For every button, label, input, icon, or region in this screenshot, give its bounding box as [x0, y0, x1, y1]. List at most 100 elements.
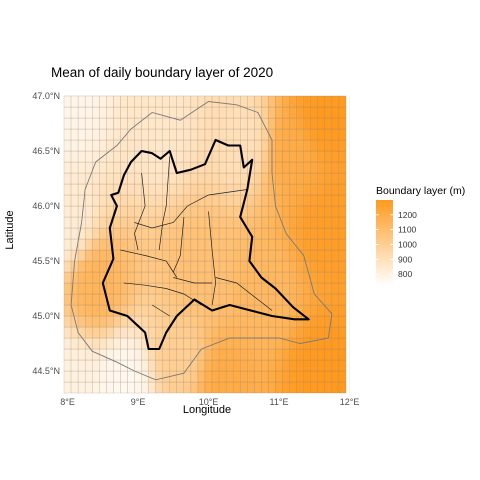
heatmap-cell	[338, 216, 347, 229]
heatmap-cell	[113, 370, 121, 383]
heatmap-cell	[92, 249, 100, 262]
heatmap-cell	[296, 205, 304, 218]
heatmap-cell	[275, 271, 283, 284]
heatmap-cell	[296, 139, 304, 152]
heatmap-cell	[183, 216, 192, 229]
heatmap-cell	[317, 260, 326, 273]
heatmap-cell	[84, 238, 93, 251]
heatmap-cell	[176, 370, 185, 383]
heatmap-cell	[176, 238, 185, 251]
heatmap-cell	[84, 194, 93, 207]
heatmap-cell	[77, 238, 86, 251]
heatmap-cell	[84, 95, 93, 108]
heatmap-cell	[127, 227, 135, 240]
heatmap-cell	[211, 194, 220, 207]
heatmap-cell	[282, 95, 290, 108]
heatmap-cell	[155, 271, 163, 284]
heatmap-cell	[225, 106, 234, 119]
heatmap-cell	[92, 304, 100, 317]
heatmap-cell	[324, 238, 333, 251]
heatmap-cell	[225, 172, 234, 185]
heatmap-cell	[261, 172, 269, 185]
heatmap-cell	[63, 205, 72, 218]
heatmap-cell	[310, 249, 318, 262]
heatmap-cell	[127, 293, 135, 306]
heatmap-cell	[84, 260, 93, 273]
heatmap-cell	[261, 183, 269, 196]
heatmap-cell	[268, 359, 276, 372]
heatmap-cell	[310, 370, 318, 383]
heatmap-cell	[134, 95, 142, 108]
heatmap-cell	[218, 348, 227, 361]
heatmap-cell	[84, 271, 93, 284]
heatmap-cell	[303, 106, 311, 119]
heatmap-cell	[141, 293, 149, 306]
heatmap-cell	[99, 183, 107, 196]
heatmap-cell	[218, 326, 227, 339]
x-tick-label: 11°E	[270, 397, 289, 407]
heatmap-cell	[141, 139, 149, 152]
heatmap-cell	[120, 150, 128, 163]
heatmap-cell	[247, 337, 255, 350]
heatmap-cell	[317, 172, 326, 185]
heatmap-cell	[148, 271, 156, 284]
heatmap-cell	[197, 238, 206, 251]
heatmap-cell	[77, 359, 86, 372]
heatmap-cell	[127, 205, 135, 218]
heatmap-cell	[84, 117, 93, 130]
heatmap-cell	[289, 205, 297, 218]
heatmap-cell	[338, 249, 347, 262]
heatmap-cell	[63, 194, 72, 207]
heatmap-cell	[268, 381, 276, 394]
heatmap-cell	[211, 348, 220, 361]
heatmap-cell	[148, 139, 156, 152]
heatmap-cell	[289, 359, 297, 372]
heatmap-cell	[120, 238, 128, 251]
heatmap-cell	[113, 293, 121, 306]
heatmap-cell	[218, 282, 227, 295]
heatmap-cell	[162, 260, 170, 273]
heatmap-cell	[289, 117, 297, 130]
heatmap-cell	[289, 150, 297, 163]
heatmap-cell	[176, 293, 185, 306]
heatmap-cell	[225, 381, 234, 394]
heatmap-cell	[331, 150, 340, 163]
heatmap-cell	[211, 370, 220, 383]
heatmap-cell	[275, 139, 283, 152]
heatmap-cell	[197, 249, 206, 262]
heatmap-cell	[240, 238, 248, 251]
heatmap-cell	[247, 348, 255, 361]
heatmap-cell	[310, 359, 318, 372]
heatmap-cell	[148, 117, 156, 130]
heatmap-cell	[190, 249, 199, 262]
heatmap-cell	[324, 106, 333, 119]
heatmap-cell	[141, 359, 149, 372]
heatmap-cell	[63, 271, 72, 284]
heatmap-cell	[155, 106, 163, 119]
heatmap-cell	[148, 315, 156, 328]
heatmap-cell	[99, 205, 107, 218]
heatmap-cell	[113, 326, 121, 339]
heatmap-cell	[162, 117, 170, 130]
heatmap-cell	[141, 348, 149, 361]
heatmap-cell	[77, 249, 86, 262]
heatmap-cell	[282, 271, 290, 284]
heatmap-cell	[127, 238, 135, 251]
heatmap-cell	[218, 249, 227, 262]
heatmap-cell	[317, 326, 326, 339]
heatmap-cell	[204, 249, 213, 262]
heatmap-cell	[204, 359, 213, 372]
heatmap-cell	[183, 227, 192, 240]
heatmap-cell	[233, 260, 241, 273]
heatmap-cell	[134, 238, 142, 251]
heatmap-cell	[225, 348, 234, 361]
heatmap-cell	[134, 205, 142, 218]
heatmap-cell	[63, 370, 72, 383]
heatmap-cell	[84, 304, 93, 317]
heatmap-cell	[240, 95, 248, 108]
heatmap-cell	[176, 139, 185, 152]
heatmap-cell	[148, 348, 156, 361]
x-tick-label: 12°E	[340, 397, 360, 407]
heatmap-cell	[84, 326, 93, 339]
heatmap-cell	[310, 337, 318, 350]
